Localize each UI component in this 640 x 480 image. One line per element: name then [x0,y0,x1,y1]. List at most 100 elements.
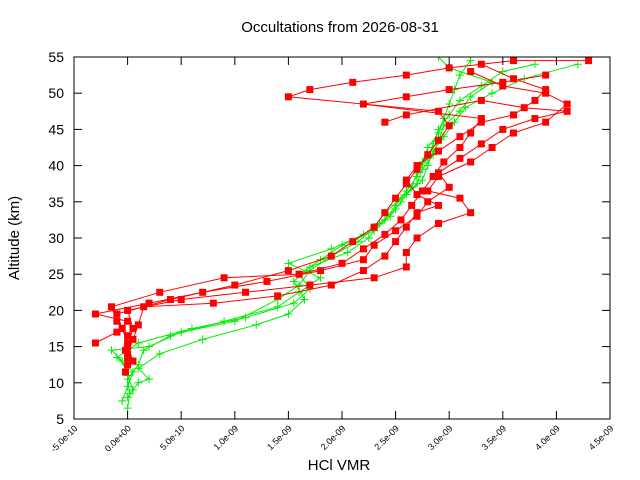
data-point [306,281,314,289]
data-point [113,310,121,318]
data-point [359,256,367,264]
data-point [123,393,132,402]
data-point [91,339,99,347]
data-point [531,115,539,123]
data-point [140,303,148,311]
data-point [124,350,132,358]
data-point [327,244,336,253]
data-point [413,212,421,220]
data-point [230,317,239,326]
data-point [408,201,416,209]
x-tick-label: 4.5e-09 [587,423,616,452]
data-point [108,303,116,311]
data-point [364,234,373,242]
data-point [177,296,185,304]
data-point [450,118,459,127]
data-point [542,118,550,126]
data-point [413,209,421,217]
data-point [455,96,464,105]
data-point [413,234,421,242]
data-point [123,382,132,391]
series-line [95,99,568,344]
data-point [402,248,410,256]
data-point [145,299,153,307]
y-tick-label: 30 [48,230,64,246]
data-point [424,151,432,159]
data-point [145,342,154,351]
x-tick-label: 0.0e+00 [103,423,133,453]
data-point [129,335,137,343]
series-square [91,57,593,376]
data-point [295,270,303,278]
data-point [166,296,174,304]
data-point [573,60,582,69]
y-tick-label: 55 [48,49,64,65]
y-tick-label: 25 [48,266,64,282]
data-point [413,179,422,188]
data-point [113,317,121,325]
y-tick-label: 35 [48,194,64,210]
data-point [423,143,432,152]
data-point [327,281,335,289]
data-point [402,180,410,188]
data-point [316,273,325,282]
data-point [391,205,400,214]
data-point [467,209,475,217]
data-point [563,100,571,108]
data-point [359,100,367,108]
data-point [434,107,442,115]
data-point [456,133,464,141]
plot-frame [73,56,611,420]
data-point [413,162,421,170]
y-axis-title: Altitude (km) [6,196,23,280]
data-point [499,78,507,86]
data-point [209,299,217,307]
data-point [252,320,261,329]
data-point [370,274,378,282]
data-point [488,89,497,98]
data-point [445,64,453,72]
data-point [434,169,442,177]
data-point [467,129,475,137]
data-point [392,238,400,246]
data-point [424,187,432,195]
x-tick-label: 1.0e-09 [212,423,241,452]
y-tick-label: 5 [56,411,64,427]
data-point [467,67,475,75]
data-point [124,317,132,325]
data-point [121,368,129,376]
data-point [123,404,132,413]
series-line [116,63,536,402]
x-tick-label: -5.0e-10 [49,423,80,454]
data-point [434,201,442,209]
data-point [91,310,99,318]
data-point [445,122,453,130]
data-point [284,93,292,101]
data-point [429,172,437,180]
x-tick-label: 2.0e-09 [319,423,348,452]
data-point [124,339,132,347]
data-point [467,158,475,166]
x-tick-label: 3.5e-09 [480,423,509,452]
data-point [134,364,143,373]
data-point [455,107,464,116]
data-point [129,325,137,332]
data-point [327,252,335,260]
data-point [445,183,453,191]
data-point [434,172,442,180]
data-point [402,71,410,79]
y-tick-label: 50 [48,85,64,101]
data-point [381,230,389,238]
data-point [295,281,304,290]
data-point [424,198,432,206]
x-axis-title: HCl VMR [308,457,371,474]
data-point [510,129,518,137]
data-point [198,335,207,344]
data-point [488,144,496,151]
data-point [129,357,137,365]
data-point [418,187,426,195]
data-point [284,310,293,319]
y-tick-label: 10 [48,375,64,391]
data-point [397,216,405,224]
